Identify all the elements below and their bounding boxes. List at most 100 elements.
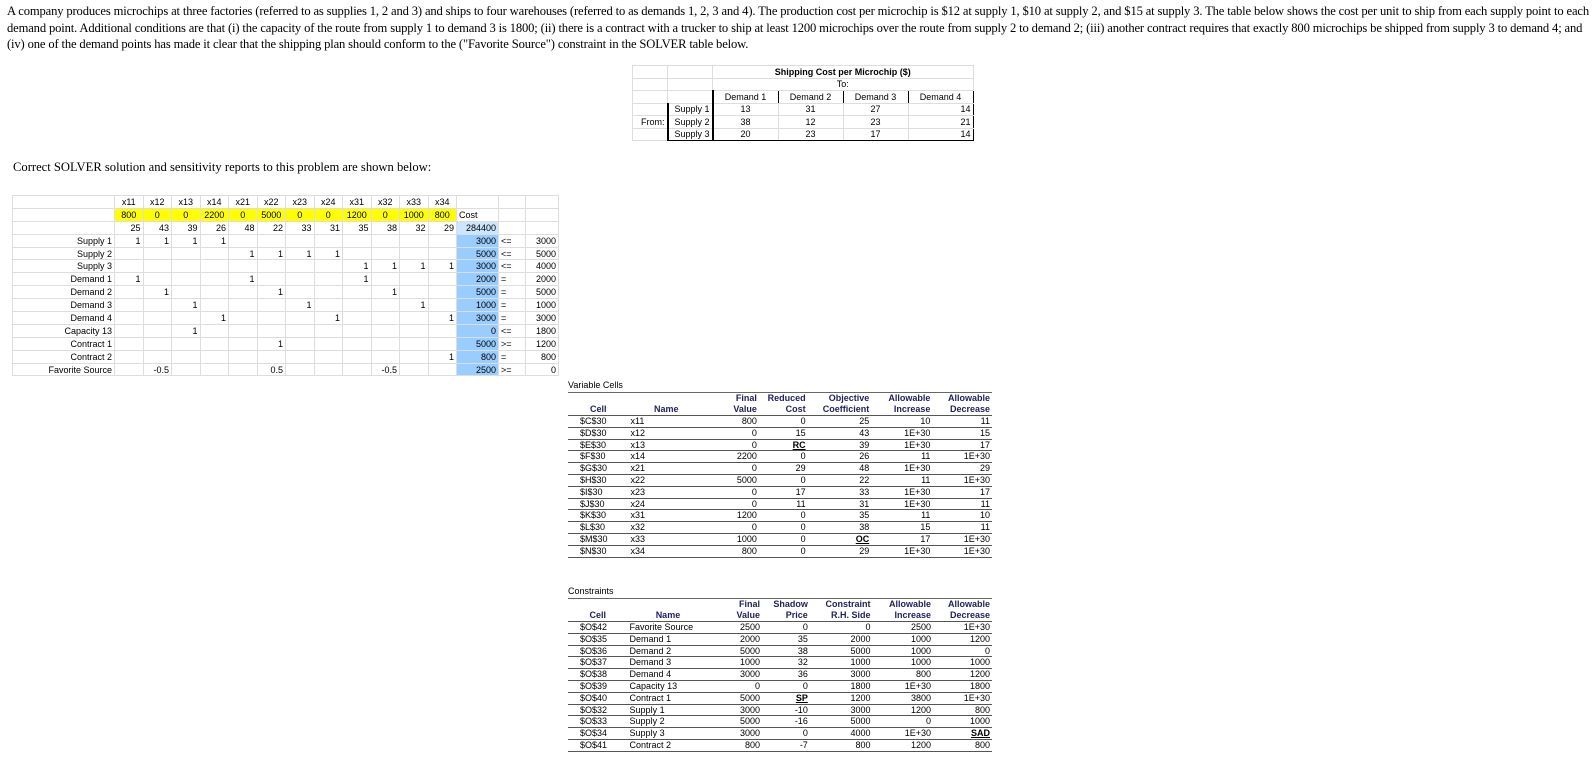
allowable-increase: 1200 xyxy=(872,739,934,752)
variable-cells-row: $F$30 x14 2200 0 26 11 1E+30 xyxy=(568,450,992,464)
variable-cells-row: $I$30 x23 0 17 33 1E+30 17 xyxy=(568,486,992,499)
constraint-rhs: 0 xyxy=(525,362,559,377)
final-value: 5000 xyxy=(708,715,763,729)
constraints-row: $O$33 Supply 2 5000 -16 5000 0 1000 xyxy=(568,715,992,729)
blank xyxy=(498,220,526,235)
constraint-label: Contract 1 xyxy=(12,336,115,351)
variable-cells-title: Variable Cells xyxy=(568,380,623,390)
constraint-sign: = xyxy=(498,298,526,313)
variable-cells-header xyxy=(629,393,704,405)
constraint-row: Demand 1 1 1 1 2000 = 2000 xyxy=(12,272,559,287)
coefficient xyxy=(427,362,457,377)
coefficient xyxy=(199,272,229,287)
decision-value[interactable]: 0 xyxy=(228,207,258,222)
decision-value[interactable]: 2200 xyxy=(199,207,229,222)
constraints-header: Decrease xyxy=(933,610,992,622)
name: x14 xyxy=(628,450,704,464)
coefficient xyxy=(427,298,457,313)
coefficient xyxy=(114,246,144,261)
col5: 5000 xyxy=(809,645,873,658)
coefficient xyxy=(256,259,286,274)
constraints-row: $O$34 Supply 3 3000 0 4000 1E+30 SAD xyxy=(568,727,992,740)
coefficient xyxy=(256,349,286,364)
col4: 0 xyxy=(758,545,808,558)
constraint-lhs: 1000 xyxy=(456,298,499,313)
allowable-decrease: 1E+30 xyxy=(933,621,992,634)
coefficient: 1 xyxy=(370,259,400,274)
cell-ref: $O$33 xyxy=(568,715,628,729)
decision-value[interactable]: 0 xyxy=(171,207,201,222)
allowable-decrease: 1E+30 xyxy=(932,545,992,558)
coefficient: 1 xyxy=(256,336,286,351)
allowable-increase: 10 xyxy=(871,415,933,428)
coefficient xyxy=(313,285,343,300)
cell-ref: $F$30 xyxy=(568,450,629,464)
var-name: x14 xyxy=(199,195,229,209)
col4: -7 xyxy=(762,739,810,752)
var-name: x34 xyxy=(427,195,457,209)
name: Contract 1 xyxy=(627,692,709,705)
decision-value[interactable]: 800 xyxy=(114,207,144,222)
coefficient xyxy=(285,311,315,325)
allowable-decrease: 1E+30 xyxy=(933,692,992,705)
constraint-row: Demand 4 1 1 1 3000 = 3000 xyxy=(12,311,559,325)
unit-cost: 35 xyxy=(342,220,372,235)
unit-cost: 31 xyxy=(313,220,343,235)
decision-value[interactable]: 0 xyxy=(370,207,400,222)
constraints-header: Name xyxy=(627,610,709,622)
coefficient xyxy=(256,298,286,313)
coefficient xyxy=(427,272,457,287)
coefficient xyxy=(228,362,258,377)
col4: 35 xyxy=(762,633,810,646)
coefficient xyxy=(370,323,400,338)
decision-value[interactable]: 0 xyxy=(142,207,172,222)
decision-value[interactable]: 1000 xyxy=(399,207,429,222)
var-name: x32 xyxy=(370,195,400,209)
col4: 0 xyxy=(758,474,808,487)
decision-value[interactable]: 1200 xyxy=(342,207,372,222)
constraint-lhs: 2000 xyxy=(456,272,499,287)
constraint-sign: = xyxy=(498,311,526,325)
cell-ref: $D$30 xyxy=(568,427,629,440)
row-label: Supply 3 xyxy=(666,127,713,141)
col5: 22 xyxy=(807,474,872,487)
col4: 38 xyxy=(762,645,810,658)
constraint-label: Contract 2 xyxy=(12,349,115,364)
coefficient: 1 xyxy=(114,272,144,287)
decision-value[interactable]: 5000 xyxy=(256,207,286,222)
decision-value[interactable]: 0 xyxy=(313,207,343,222)
col5: 5000 xyxy=(809,715,873,729)
decision-value[interactable]: 800 xyxy=(427,207,457,222)
coefficient: -0.5 xyxy=(370,362,400,377)
constraints-header-row: Final Shadow Constraint Allowable Allowable xyxy=(568,599,992,611)
variable-cells-header: Allowable xyxy=(947,393,990,403)
variable-cells-header: Allowable xyxy=(888,393,931,403)
constraints-row: $O$37 Demand 3 1000 32 1000 1000 1000 xyxy=(568,656,992,670)
allowable-increase: 1E+30 xyxy=(871,545,933,558)
constraint-row: Demand 2 1 1 1 5000 = 5000 xyxy=(12,285,559,300)
variable-cells-header: Reduced xyxy=(767,393,806,403)
allowable-increase: 1E+30 xyxy=(872,680,934,693)
constraints-header: Cell xyxy=(568,610,628,622)
final-value: 0 xyxy=(703,439,759,452)
constraints-header xyxy=(568,599,628,611)
allowable-increase: 1E+30 xyxy=(871,427,933,440)
constraint-row: Supply 1 1 1 1 1 3000 <= 3000 xyxy=(12,233,559,248)
col5: 800 xyxy=(809,739,873,752)
coefficient xyxy=(427,233,457,248)
variable-cells-header-row: Cell Name Value Cost Coefficient Increase Decr… xyxy=(568,404,992,416)
coefficient xyxy=(199,246,229,261)
coefficient xyxy=(342,349,372,364)
constraints-title: Constraints xyxy=(568,586,614,596)
shipping-cost-table: Shipping Cost per Microchip ($) To: Dema… xyxy=(632,65,974,141)
cell: 23 xyxy=(842,115,909,129)
coefficient xyxy=(399,349,429,364)
col4: 11 xyxy=(758,498,808,511)
variable-cells-row: $K$30 x31 1200 0 35 11 10 xyxy=(568,509,992,523)
decision-value[interactable]: 0 xyxy=(285,207,315,222)
allowable-decrease: 29 xyxy=(932,462,992,475)
variable-cells-header-row: Final Reduced Objective Allowable Allowable xyxy=(568,393,992,405)
final-value: 3000 xyxy=(708,704,763,717)
final-value: 5000 xyxy=(703,474,759,487)
coefficient xyxy=(342,285,372,300)
